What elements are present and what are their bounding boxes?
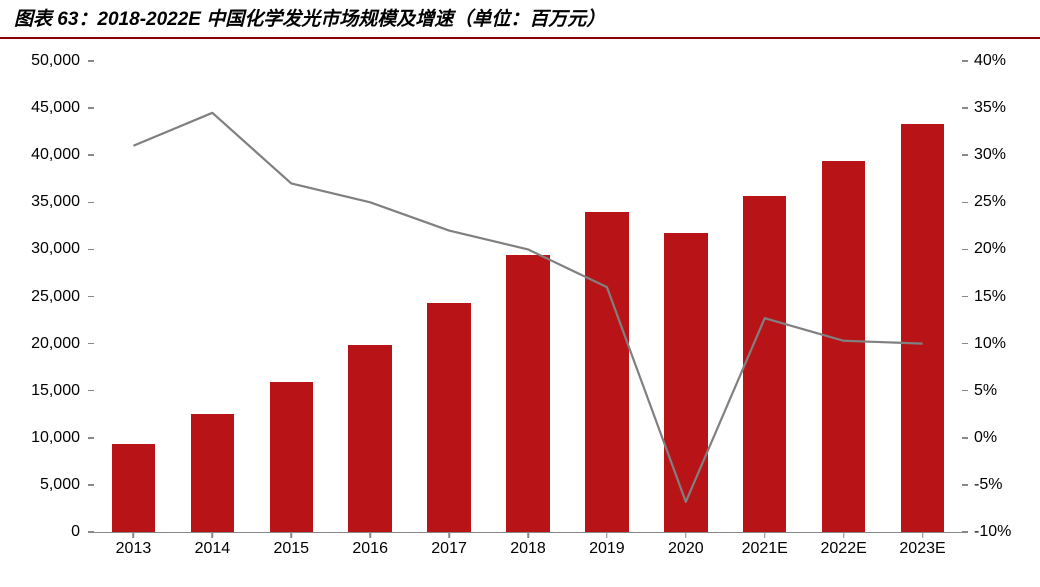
y-right-tick-label: 20% (974, 240, 1006, 258)
y-right-tick (962, 296, 968, 298)
chart-title-text: 2018-2022E 中国化学发光市场规模及增速（单位：百万元） (97, 9, 605, 30)
x-tick-label: 2014 (195, 540, 231, 558)
growth-line (133, 113, 922, 502)
x-tick (133, 532, 135, 538)
y-left-tick (88, 249, 94, 251)
y-left-tick (88, 343, 94, 345)
x-tick-label: 2015 (273, 540, 309, 558)
x-tick-label: 2020 (668, 540, 704, 558)
y-right-tick (962, 343, 968, 345)
y-right-tick (962, 202, 968, 204)
x-tick (685, 532, 687, 538)
y-left-tick (88, 531, 94, 533)
y-left-tick-label: 40,000 (31, 146, 80, 164)
y-left-tick-label: 0 (71, 523, 80, 541)
line-layer (94, 61, 962, 532)
x-tick (764, 532, 766, 538)
y-right-tick (962, 154, 968, 156)
y-left-tick (88, 154, 94, 156)
y-right-tick-label: 15% (974, 288, 1006, 306)
y-right-tick-label: 5% (974, 382, 997, 400)
y-right-tick (962, 107, 968, 109)
x-tick (448, 532, 450, 538)
y-right-tick-label: -5% (974, 476, 1002, 494)
y-right-tick-label: 30% (974, 146, 1006, 164)
x-tick (527, 532, 529, 538)
x-tick-label: 2022E (820, 540, 866, 558)
y-left-tick-label: 45,000 (31, 99, 80, 117)
y-right-tick (962, 437, 968, 439)
y-left-tick (88, 296, 94, 298)
chart-title-prefix: 图表 63： (14, 9, 97, 30)
y-right-tick-label: 40% (974, 52, 1006, 70)
y-left-tick (88, 437, 94, 439)
y-left-axis-labels: 0 5,000 10,000 15,000 20,000 25,000 30,000 35,0… (14, 61, 88, 581)
x-tick (606, 532, 608, 538)
y-right-tick-label: -10% (974, 523, 1011, 541)
y-right-tick-label: 0% (974, 429, 997, 447)
x-tick-label: 2013 (116, 540, 152, 558)
y-left-tick (88, 60, 94, 62)
x-tick-label: 2019 (589, 540, 625, 558)
y-right-tick (962, 60, 968, 62)
y-left-tick-label: 20,000 (31, 335, 80, 353)
x-tick (212, 532, 214, 538)
x-tick (922, 532, 924, 538)
plot-area: 201320142015201620172018201920202021E202… (94, 61, 962, 533)
y-left-tick-label: 50,000 (31, 52, 80, 70)
y-left-tick-label: 30,000 (31, 240, 80, 258)
y-right-tick-label: 35% (974, 99, 1006, 117)
y-right-tick-label: 25% (974, 193, 1006, 211)
y-right-axis-labels: -10%-5%0%5%10%15%20%25%30%35%40% (966, 61, 1026, 581)
y-right-tick (962, 249, 968, 251)
y-left-tick-label: 10,000 (31, 429, 80, 447)
y-right-tick (962, 390, 968, 392)
x-tick-label: 2018 (510, 540, 546, 558)
x-tick (291, 532, 293, 538)
y-left-tick-label: 35,000 (31, 193, 80, 211)
y-left-tick-label: 15,000 (31, 382, 80, 400)
chart-title-row: 图表 63：2018-2022E 中国化学发光市场规模及增速（单位：百万元） (0, 0, 1040, 39)
x-tick-label: 2016 (352, 540, 388, 558)
y-left-tick (88, 202, 94, 204)
y-right-tick-label: 10% (974, 335, 1006, 353)
y-right-tick (962, 484, 968, 486)
x-tick-label: 2017 (431, 540, 467, 558)
y-left-tick-label: 25,000 (31, 288, 80, 306)
y-right-tick (962, 531, 968, 533)
chart-container: 0 5,000 10,000 15,000 20,000 25,000 30,000 35,0… (14, 61, 1026, 581)
x-tick-label: 2023E (899, 540, 945, 558)
y-left-tick (88, 107, 94, 109)
x-tick (369, 532, 371, 538)
y-left-tick (88, 484, 94, 486)
y-left-tick-label: 5,000 (40, 476, 80, 494)
x-tick (843, 532, 845, 538)
y-left-tick (88, 390, 94, 392)
x-tick-label: 2021E (742, 540, 788, 558)
